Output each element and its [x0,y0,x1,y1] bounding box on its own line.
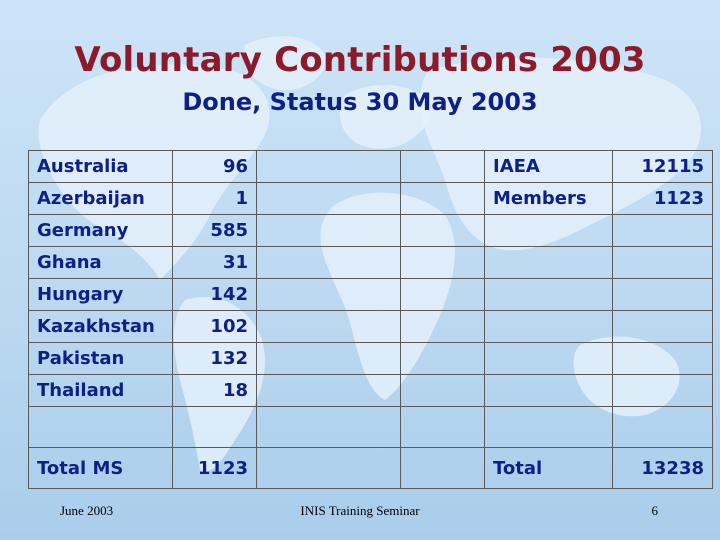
contribution-cell: 18 [172,374,257,407]
empty-cell [256,278,401,311]
summary-value-cell [612,310,713,343]
empty-cell [400,246,485,279]
contribution-cell: 142 [172,278,257,311]
summary-value-cell [612,214,713,247]
table-row: Ghana 31 [28,246,713,279]
summary-label-cell [484,246,613,279]
empty-cell [256,447,401,489]
empty-cell [256,342,401,375]
empty-cell [172,406,257,448]
table-row: Kazakhstan 102 [28,310,713,343]
footer-page-number: 6 [651,503,659,518]
slide-title: Voluntary Contributions 2003 [74,40,646,80]
summary-value-cell [612,278,713,311]
contribution-cell: 585 [172,214,257,247]
country-cell: Ghana [28,246,173,279]
empty-cell [400,214,485,247]
country-cell: Pakistan [28,342,173,375]
empty-cell [400,342,485,375]
contribution-cell: 132 [172,342,257,375]
table-row: Hungary 142 [28,278,713,311]
summary-value-cell [612,374,713,407]
empty-cell [28,406,173,448]
summary-label-cell: IAEA [484,150,613,183]
empty-cell [400,406,485,448]
country-cell: Kazakhstan [28,310,173,343]
country-cell: Australia [28,150,173,183]
table-row: Thailand 18 [28,374,713,407]
grand-total-label: Total [484,447,613,489]
table-row: Germany 585 [28,214,713,247]
summary-label-cell [484,310,613,343]
contribution-cell: 1 [172,182,257,215]
country-cell: Hungary [28,278,173,311]
table-row: Azerbaijan 1 Members 1123 [28,182,713,215]
summary-label-cell [484,374,613,407]
table-total-row: Total MS 1123 Total 13238 [28,447,713,489]
empty-cell [256,374,401,407]
table-row: Australia 96 IAEA 12115 [28,150,713,183]
contribution-cell: 102 [172,310,257,343]
empty-cell [256,246,401,279]
empty-cell [256,150,401,183]
empty-cell [612,406,713,448]
empty-cell [400,310,485,343]
empty-cell [256,182,401,215]
empty-cell [400,182,485,215]
slide-subtitle: Done, Status 30 May 2003 [182,88,538,116]
empty-cell [256,406,401,448]
grand-total-value: 13238 [612,447,713,489]
country-cell: Germany [28,214,173,247]
contribution-cell: 96 [172,150,257,183]
footer-event: INIS Training Seminar [300,503,420,518]
summary-label-cell [484,342,613,375]
country-cell: Thailand [28,374,173,407]
empty-cell [400,374,485,407]
empty-cell [400,447,485,489]
summary-value-cell: 1123 [612,182,713,215]
summary-label-cell [484,278,613,311]
table-row: Pakistan 132 [28,342,713,375]
empty-cell [400,278,485,311]
empty-cell [256,310,401,343]
contribution-cell: 31 [172,246,257,279]
contributions-table-body: Australia 96 IAEA 12115 Azerbaijan 1 Members 11… [28,150,713,489]
summary-label-cell [484,214,613,247]
table-spacer-row [28,406,713,448]
summary-value-cell [612,342,713,375]
total-ms-label: Total MS [28,447,173,489]
total-ms-value: 1123 [172,447,257,489]
empty-cell [256,214,401,247]
footer-date: June 2003 [60,503,114,518]
summary-label-cell: Members [484,182,613,215]
contributions-table: Australia 96 IAEA 12115 Azerbaijan 1 Members 11… [28,150,713,489]
summary-value-cell [612,246,713,279]
empty-cell [484,406,613,448]
country-cell: Azerbaijan [28,182,173,215]
empty-cell [400,150,485,183]
summary-value-cell: 12115 [612,150,713,183]
